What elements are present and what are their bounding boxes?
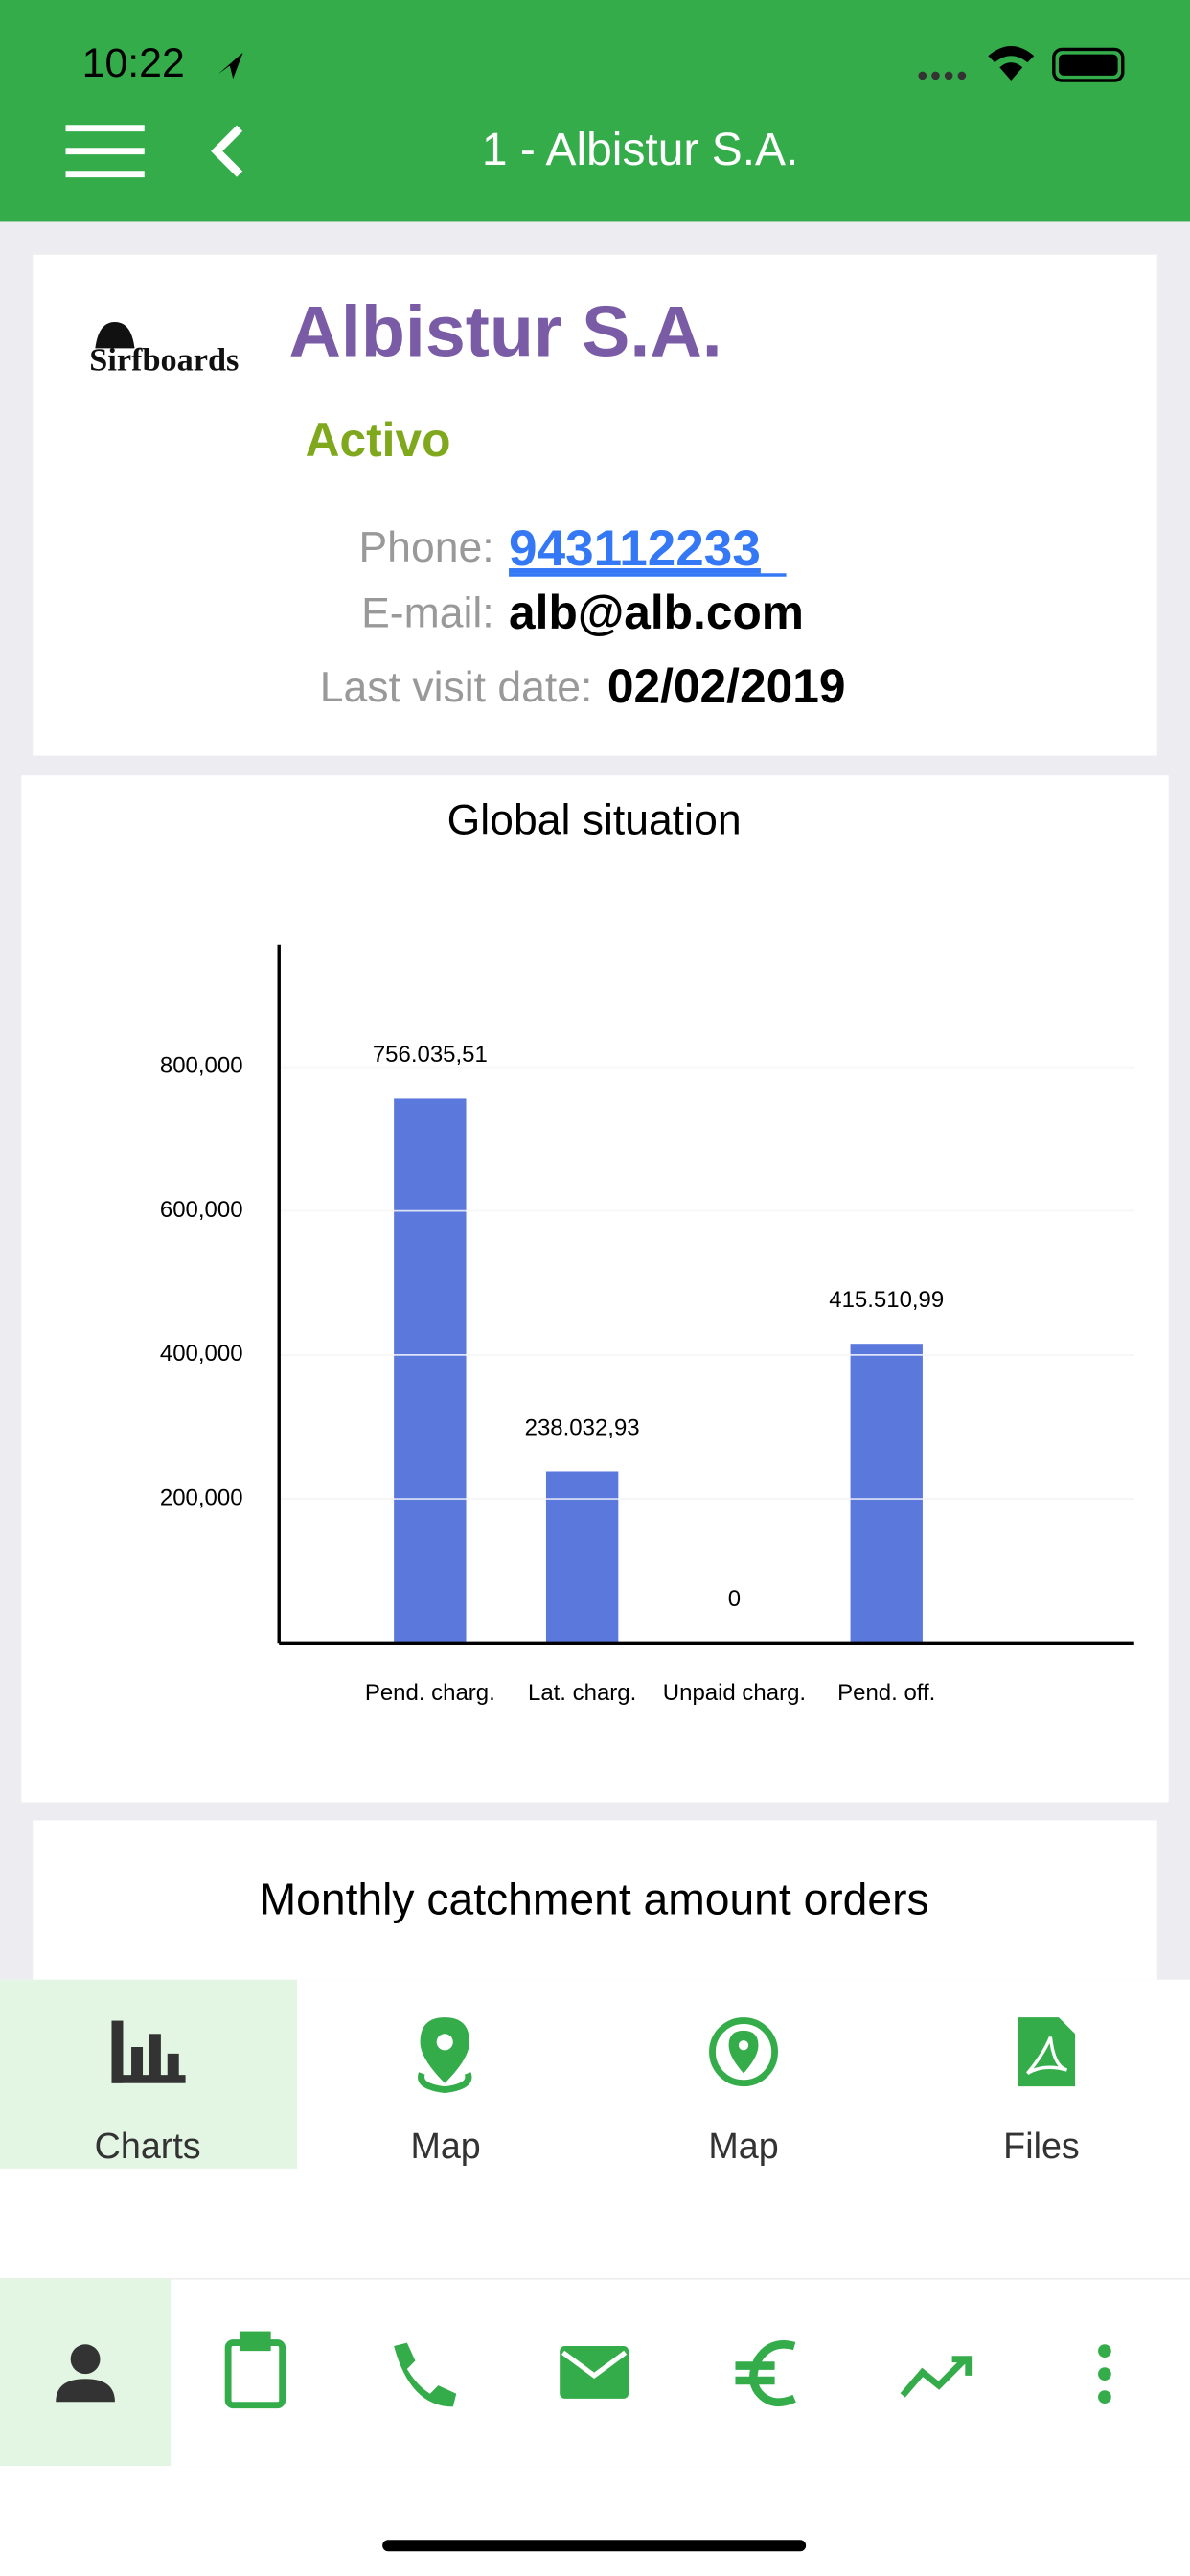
y-tick-label: 400,000	[160, 1341, 243, 1367]
menu-button[interactable]	[65, 125, 145, 178]
bar	[394, 1098, 467, 1644]
files-icon	[1018, 2017, 1076, 2087]
clipboard-icon[interactable]	[224, 2331, 286, 2409]
y-tick-label: 600,000	[160, 1197, 243, 1223]
euro-icon[interactable]	[735, 2340, 796, 2406]
person-icon[interactable]	[56, 2344, 115, 2403]
logo-hat	[95, 322, 135, 349]
value-label: 238.032,93	[525, 1414, 640, 1440]
charts-icon	[111, 2020, 186, 2083]
chart-card	[21, 775, 1169, 1803]
value-label: 756.035,51	[373, 1042, 488, 1068]
bar	[545, 1471, 619, 1644]
status-time: 10:22	[82, 40, 185, 86]
home-indicator	[382, 2540, 807, 2552]
phone-label: Phone:	[358, 524, 493, 571]
email-label: E-mail:	[361, 590, 494, 637]
customer-name: Albistur S.A.	[289, 290, 722, 371]
chart: 200,000 400,000 600,000 800,000 756.035,51 Pe…	[160, 944, 1134, 1706]
x-tick-label: Pend. off.	[837, 1680, 935, 1706]
x-tick-label: Pend. charg.	[365, 1680, 495, 1706]
phone-icon[interactable]	[394, 2342, 457, 2407]
location-icon	[217, 52, 243, 80]
visit-date: 02/02/2019	[607, 659, 846, 713]
map-circle-icon	[709, 2017, 779, 2087]
email: alb@alb.com	[509, 586, 804, 639]
x-tick-label: Unpaid charg.	[663, 1680, 806, 1706]
home-area	[0, 2466, 1190, 2576]
logo: Sirfboards	[89, 342, 239, 379]
y-tick-label: 200,000	[160, 1484, 243, 1510]
app-bar	[0, 0, 1190, 222]
tab-label[interactable]: Charts	[95, 2126, 201, 2166]
back-button[interactable]	[211, 125, 243, 177]
y-tick-label: 800,000	[160, 1053, 243, 1079]
tab-label[interactable]: Files	[1003, 2126, 1080, 2166]
chart-title: Global situation	[447, 797, 742, 844]
map-pin-icon	[418, 2017, 472, 2094]
app-bar-title: 1 - Albistur S.A.	[482, 125, 798, 175]
value-label: 415.510,99	[829, 1287, 944, 1313]
next-card	[33, 1820, 1157, 1980]
tab-active-bg	[0, 1979, 298, 2169]
more-icon[interactable]	[1098, 2344, 1111, 2404]
trend-icon[interactable]	[900, 2356, 973, 2398]
visit-label: Last visit date:	[320, 664, 593, 711]
x-tick-label: Lat. charg.	[528, 1680, 636, 1706]
customer-card	[33, 254, 1157, 756]
mail-icon[interactable]	[560, 2346, 629, 2399]
tab-bar: Charts Map Map Files	[95, 2126, 1080, 2166]
tab-label[interactable]: Map	[410, 2126, 480, 2166]
phone-link[interactable]: 943112233	[509, 520, 761, 577]
next-card-title: Monthly catchment amount orders	[260, 1874, 929, 1923]
tab-label[interactable]: Map	[708, 2126, 778, 2166]
customer-status: Activo	[306, 413, 451, 467]
status-icons	[918, 46, 1125, 82]
bar	[850, 1344, 923, 1644]
value-label: 0	[728, 1586, 741, 1612]
